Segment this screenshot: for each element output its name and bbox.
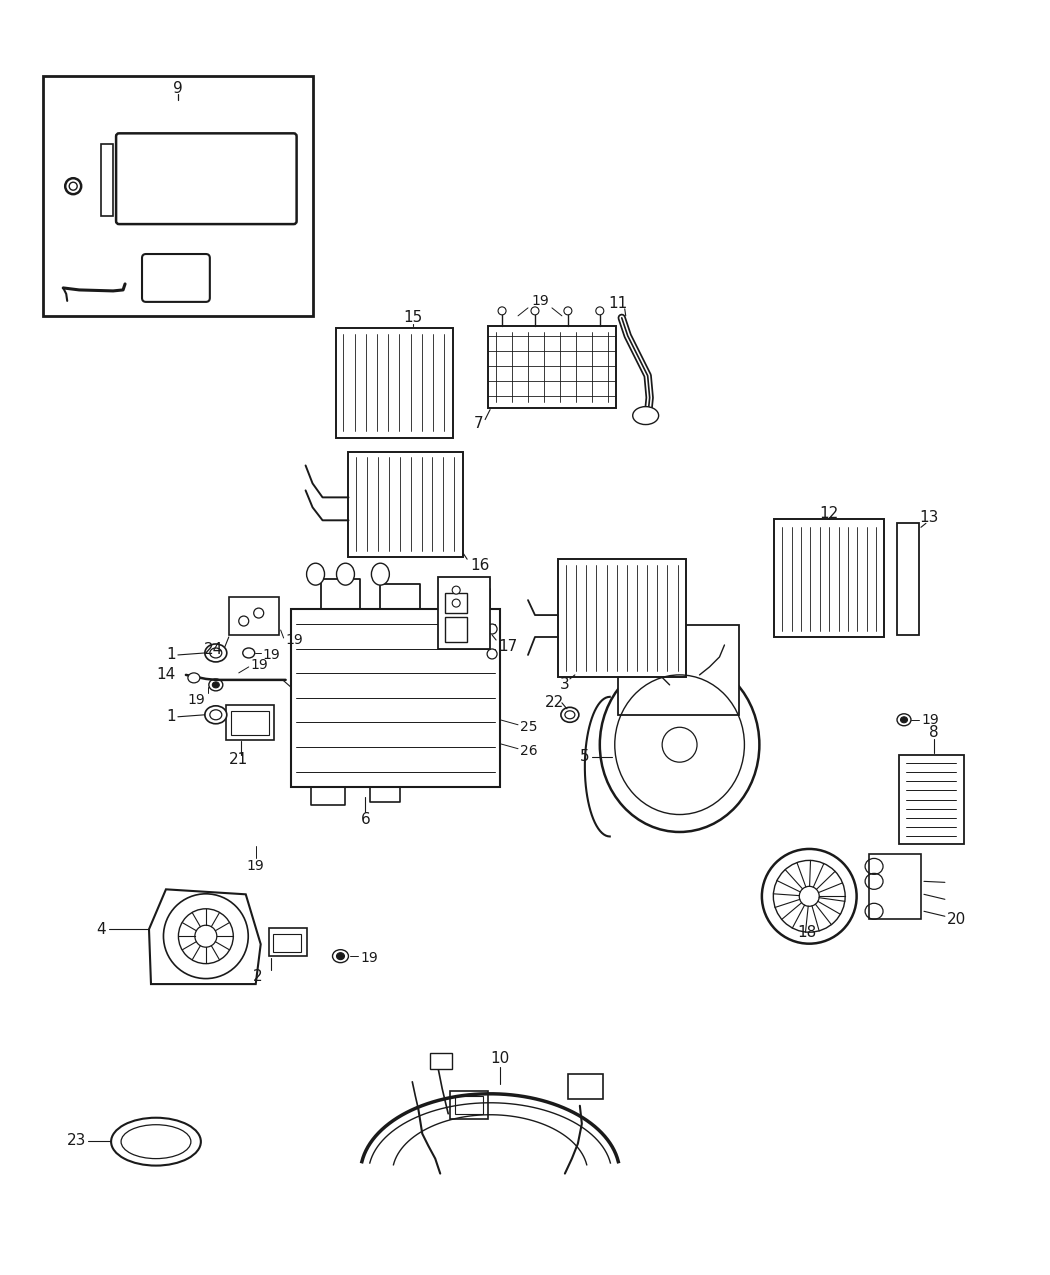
Text: 20: 20 [947,912,966,927]
Text: 18: 18 [798,924,817,940]
Text: 15: 15 [403,310,423,325]
Bar [899,755,964,844]
Text: 16: 16 [470,557,489,572]
Text: 25: 25 [520,720,538,734]
Text: 8: 8 [929,725,939,741]
Ellipse shape [205,644,227,662]
Ellipse shape [487,623,497,634]
Text: 2: 2 [253,969,262,983]
Text: 11: 11 [608,296,628,311]
Bar [456,1095,483,1114]
Ellipse shape [188,673,200,683]
Text: 13: 13 [919,510,939,525]
Ellipse shape [453,586,460,594]
Ellipse shape [663,727,697,762]
Text: 6: 6 [360,812,371,827]
Bar [269,928,307,956]
Text: 1: 1 [166,648,176,663]
Bar [450,1091,488,1118]
Bar [349,453,463,557]
Text: 5: 5 [581,750,590,764]
Ellipse shape [307,564,324,585]
Ellipse shape [209,678,223,691]
Ellipse shape [372,564,390,585]
FancyBboxPatch shape [142,254,210,302]
Bar [438,578,490,649]
Polygon shape [617,625,739,715]
Text: 12: 12 [820,506,839,520]
Text: 22: 22 [545,695,565,710]
Text: 4: 4 [97,922,106,937]
Bar [558,560,686,677]
Ellipse shape [762,849,857,944]
Bar [445,593,467,613]
Bar [774,519,884,638]
Ellipse shape [633,407,658,425]
Ellipse shape [799,886,819,907]
Text: 23: 23 [67,1133,86,1149]
Ellipse shape [901,717,907,723]
Ellipse shape [210,648,222,658]
Ellipse shape [453,599,460,607]
Text: 3: 3 [560,677,570,692]
Bar [430,1053,453,1068]
Ellipse shape [336,564,355,585]
Ellipse shape [600,658,759,833]
Ellipse shape [195,926,216,947]
Text: 19: 19 [531,295,549,307]
Bar [869,854,921,919]
Text: 14: 14 [156,667,176,682]
Text: 19: 19 [247,859,265,873]
Bar [101,144,113,217]
Ellipse shape [164,894,248,979]
Polygon shape [291,609,500,787]
Ellipse shape [897,714,911,725]
Text: 10: 10 [490,1052,509,1066]
Text: 7: 7 [474,416,483,431]
Text: 9: 9 [173,80,183,96]
Polygon shape [149,890,260,984]
Text: 17: 17 [498,640,518,654]
Ellipse shape [564,307,572,315]
Text: 19: 19 [187,692,205,706]
Text: 26: 26 [520,743,538,757]
Bar [445,617,467,643]
Bar [229,597,278,635]
Text: 1: 1 [166,709,176,724]
Ellipse shape [498,307,506,315]
Text: 19: 19 [286,632,303,646]
Bar [43,76,313,316]
Bar [568,1074,603,1099]
Ellipse shape [205,706,227,724]
Ellipse shape [243,648,255,658]
Ellipse shape [561,708,579,722]
Ellipse shape [212,682,219,688]
Bar [153,277,198,291]
Bar [488,326,615,408]
Text: 19: 19 [262,648,280,662]
Bar [897,523,919,635]
Text: 19: 19 [921,713,939,727]
Bar [273,935,300,952]
Ellipse shape [336,952,344,960]
Bar [336,328,454,437]
Ellipse shape [487,649,497,659]
Ellipse shape [333,950,349,963]
FancyBboxPatch shape [117,134,296,224]
Ellipse shape [531,307,539,315]
Ellipse shape [111,1118,201,1165]
Text: 19: 19 [251,658,269,672]
Bar [226,705,274,739]
Ellipse shape [595,307,604,315]
Text: 24: 24 [204,643,223,658]
Text: 21: 21 [229,752,248,768]
Bar [231,710,269,734]
Ellipse shape [210,710,222,720]
Text: 19: 19 [360,951,378,965]
